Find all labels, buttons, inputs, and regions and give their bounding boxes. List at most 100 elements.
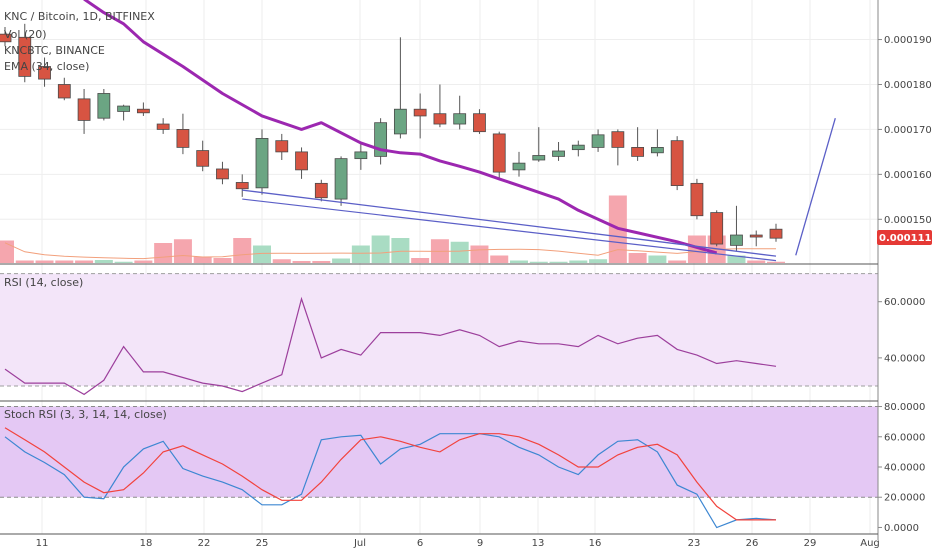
volume-bar bbox=[391, 238, 410, 263]
x-tick-label: 11 bbox=[36, 538, 49, 549]
price-tick-label: 0.00019000 bbox=[884, 35, 932, 46]
volume-bar bbox=[233, 238, 252, 263]
stoch-tick-label: 0.0000 bbox=[884, 523, 919, 534]
candle-body bbox=[97, 93, 111, 119]
candle-body bbox=[393, 108, 407, 135]
volume-bar bbox=[312, 261, 331, 263]
volume-bar bbox=[549, 261, 568, 263]
price-tick-label: 0.00018000 bbox=[884, 80, 932, 91]
candle-body bbox=[334, 158, 348, 200]
x-tick-label: Aug bbox=[860, 538, 880, 549]
candle-body bbox=[156, 123, 170, 130]
stoch-tick-label: 80.0000 bbox=[884, 402, 925, 413]
x-tick-label: 18 bbox=[140, 538, 153, 549]
compare-symbol-label: KNCBTC, BINANCE bbox=[4, 44, 105, 57]
volume-bar bbox=[193, 256, 212, 263]
candle-body bbox=[473, 113, 486, 133]
candle-body bbox=[512, 162, 526, 171]
candle-body bbox=[730, 234, 743, 246]
volume-bar bbox=[114, 261, 133, 263]
candle-body bbox=[117, 105, 131, 112]
volume-bar bbox=[767, 261, 785, 263]
ema-line bbox=[83, 0, 718, 255]
volume-bar bbox=[332, 258, 351, 263]
volume-bar bbox=[648, 255, 667, 263]
volume-ma-line bbox=[4, 242, 777, 260]
volume-bar bbox=[569, 260, 588, 263]
candle-body bbox=[295, 151, 308, 171]
x-tick-label: Jul bbox=[353, 538, 366, 549]
volume-bar bbox=[470, 245, 489, 263]
volume-bar bbox=[351, 245, 370, 263]
stoch-tick-label: 20.0000 bbox=[884, 493, 925, 504]
x-tick-label: 29 bbox=[804, 538, 817, 549]
price-tick-label: 0.00017000 bbox=[884, 125, 932, 136]
symbol-title: KNC / Bitcoin, 1D, BITFINEX bbox=[4, 10, 155, 23]
volume-bar bbox=[589, 259, 608, 263]
volume-bar bbox=[94, 260, 113, 263]
x-tick-label: 6 bbox=[417, 538, 423, 549]
volume-bar bbox=[450, 241, 469, 263]
rsi-band bbox=[0, 273, 878, 386]
candle-body bbox=[611, 131, 625, 148]
candle-body bbox=[0, 33, 12, 43]
candle-body bbox=[571, 144, 585, 151]
candle-body bbox=[433, 113, 447, 125]
x-tick-label: 13 bbox=[532, 538, 545, 549]
candle-body bbox=[591, 134, 605, 148]
candle-body bbox=[492, 133, 506, 173]
candle-body bbox=[769, 228, 783, 239]
ema-indicator-label: EMA (34, close) bbox=[4, 60, 89, 73]
candle-body bbox=[38, 66, 51, 80]
candle-body bbox=[749, 234, 763, 238]
trendline-lower bbox=[242, 198, 777, 262]
x-tick-label: 25 bbox=[256, 538, 269, 549]
candle-body bbox=[216, 168, 229, 180]
volume-bar bbox=[173, 239, 192, 263]
x-tick-label: 9 bbox=[477, 538, 483, 549]
volume-bar bbox=[15, 260, 34, 263]
breakout-projection bbox=[795, 118, 836, 256]
volume-bar bbox=[371, 235, 390, 263]
stoch-rsi-title: Stoch RSI (3, 3, 14, 14, close) bbox=[4, 408, 167, 421]
candle-body bbox=[275, 140, 289, 153]
price-tick-label: 0.00016000 bbox=[884, 170, 932, 181]
price-tick-label: 0.00015000 bbox=[884, 215, 932, 226]
candle-body bbox=[453, 113, 467, 125]
candle-body bbox=[235, 182, 249, 190]
candle-body bbox=[532, 155, 546, 161]
stoch-rsi-pane: 80.0000 60.0000 40.0000 20.0000 0.0000 bbox=[0, 402, 925, 534]
candle-body bbox=[314, 182, 328, 199]
volume-bar bbox=[272, 259, 291, 263]
volume-bar bbox=[253, 245, 271, 263]
overlay-lines bbox=[83, 0, 836, 262]
candle-body bbox=[18, 36, 32, 77]
x-tick-label: 22 bbox=[198, 538, 211, 549]
candle-body bbox=[650, 147, 664, 154]
volume-bar bbox=[510, 260, 528, 263]
candle-body bbox=[57, 84, 71, 99]
x-tick-label: 23 bbox=[688, 538, 701, 549]
stoch-tick-label: 40.0000 bbox=[884, 463, 925, 474]
volume-bar bbox=[668, 260, 687, 263]
price-badge: 0.00011113 bbox=[879, 233, 932, 244]
rsi-line bbox=[4, 296, 777, 396]
volume-bar bbox=[529, 261, 548, 263]
x-tick-label: 26 bbox=[746, 538, 759, 549]
rsi-pane: 60.0000 40.0000 bbox=[0, 273, 925, 396]
candle-body bbox=[710, 212, 724, 245]
candle-body bbox=[255, 138, 269, 189]
candle-body bbox=[136, 108, 150, 114]
volume-bar bbox=[411, 258, 430, 263]
candle-body bbox=[552, 150, 565, 157]
volume-bar bbox=[490, 255, 509, 263]
volume-indicator-label: Vol (20) bbox=[4, 28, 47, 41]
stoch-tick-label: 60.0000 bbox=[884, 432, 925, 443]
volume-bar bbox=[55, 260, 74, 263]
price-badge-bg bbox=[877, 230, 932, 245]
volume-bar bbox=[628, 253, 647, 263]
trendline-support bbox=[242, 189, 777, 257]
volume-bar bbox=[154, 243, 173, 263]
candle-body bbox=[196, 150, 210, 167]
